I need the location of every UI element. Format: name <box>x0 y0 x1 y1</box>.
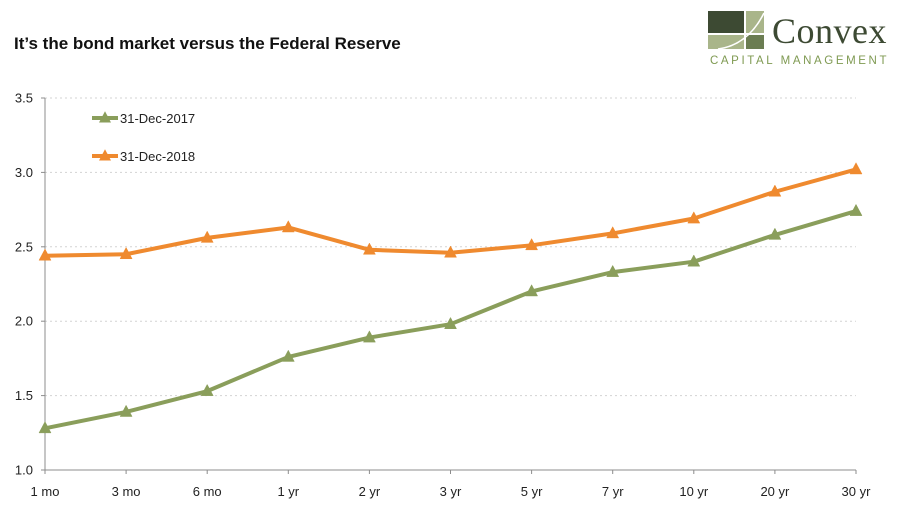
series-1-point <box>281 220 295 233</box>
legend-label-1: 31-Dec-2018 <box>120 149 195 164</box>
x-tick-label: 10 yr <box>679 484 709 499</box>
series-1-point <box>362 242 376 255</box>
logo-subtitle: CAPITAL MANAGEMENT <box>710 55 890 67</box>
chart-legend: 31-Dec-2017 31-Dec-2018 <box>92 111 195 164</box>
x-tick-label: 3 yr <box>440 484 462 499</box>
series-0-point <box>687 254 701 267</box>
series-0-point <box>362 330 376 343</box>
series-line-1 <box>43 167 858 258</box>
series-1-point <box>687 211 701 224</box>
page-title: It’s the bond market versus the Federal … <box>14 34 401 53</box>
series-0-point <box>200 383 214 396</box>
x-tick-label: 5 yr <box>521 484 543 499</box>
logo-name: Convex <box>772 11 887 51</box>
x-tick-label: 6 mo <box>193 484 222 499</box>
y-tick-label: 3.0 <box>15 165 33 180</box>
series-1-point <box>200 230 214 243</box>
x-tick-label: 7 yr <box>602 484 624 499</box>
chart-series <box>38 162 863 434</box>
series-0-point <box>768 227 782 240</box>
y-tick-label: 2.0 <box>15 314 33 329</box>
legend-marker-0 <box>99 111 111 123</box>
x-tick-label: 1 yr <box>277 484 299 499</box>
legend-marker-1 <box>99 149 111 161</box>
series-1-point <box>768 184 782 197</box>
y-tick-label: 3.5 <box>15 91 33 106</box>
series-1-point <box>444 245 457 258</box>
x-tick-label: 1 mo <box>31 484 60 499</box>
y-tick-label: 1.5 <box>15 388 33 403</box>
series-0-point <box>119 404 133 417</box>
x-tick-label: 20 yr <box>760 484 790 499</box>
x-tick-label: 30 yr <box>842 484 872 499</box>
series-1-point <box>38 248 52 261</box>
series-0-point <box>38 421 52 434</box>
legend-label-0: 31-Dec-2017 <box>120 111 195 126</box>
chart-axes: 1.0 1.5 2.0 2.5 3.0 3.5 1 mo 3 mo 6 mo 1 yr 2 yr 3 … <box>15 91 871 500</box>
logo-mark-icon <box>708 11 765 50</box>
series-1-point <box>119 247 133 260</box>
x-tick-label: 2 yr <box>359 484 381 499</box>
series-0-point <box>849 203 863 216</box>
series-1-point <box>525 238 539 251</box>
series-0-point <box>444 316 457 329</box>
series-0-point <box>281 349 295 362</box>
y-tick-label: 1.0 <box>15 463 33 478</box>
series-0-point <box>525 284 539 297</box>
series-1-point <box>606 226 620 239</box>
series-0-point <box>606 264 620 277</box>
y-tick-label: 2.5 <box>15 239 33 254</box>
company-logo: Convex CAPITAL MANAGEMENT <box>708 9 898 69</box>
series-1-point <box>849 162 863 175</box>
x-tick-label: 3 mo <box>112 484 141 499</box>
